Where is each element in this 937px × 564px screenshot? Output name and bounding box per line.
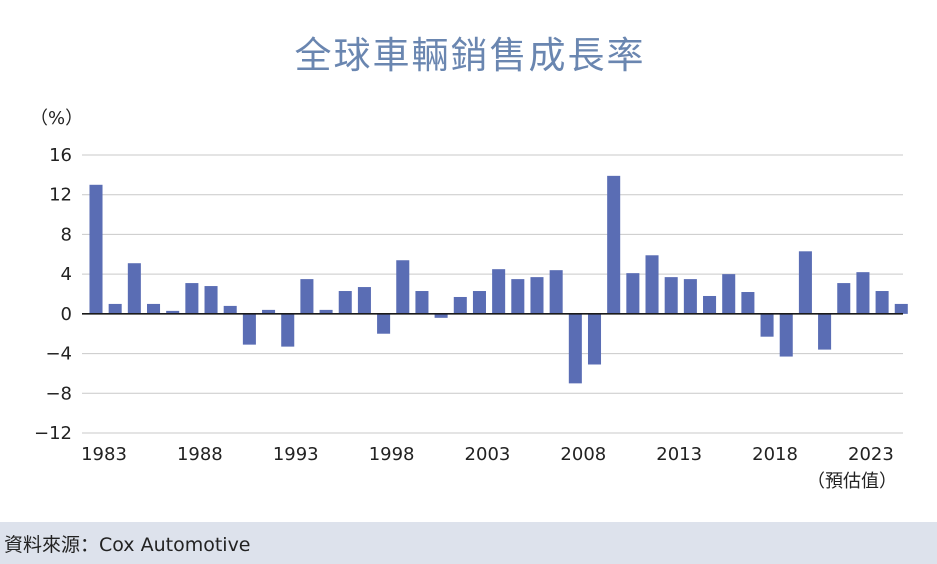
source-text: 資料來源：Cox Automotive <box>4 533 251 556</box>
bar-2004 <box>492 269 506 314</box>
bar-2006 <box>530 277 544 314</box>
x-tick-label: 2003 <box>465 444 511 465</box>
source-note: 資料來源：Cox Automotive <box>0 522 937 564</box>
bar-1985 <box>127 263 141 314</box>
bar-2005 <box>511 279 525 314</box>
bar-2011 <box>626 273 640 314</box>
y-tick-label: −4 <box>45 344 72 365</box>
bar-2008 <box>568 313 582 384</box>
x-tick-label: 2023 <box>848 444 894 465</box>
x-tick-label: 1993 <box>273 444 319 465</box>
bar-2007 <box>549 270 563 314</box>
bar-2013 <box>664 277 678 314</box>
bar-2002 <box>453 296 467 314</box>
bar-2025 <box>894 303 908 314</box>
bar-1984 <box>108 303 122 314</box>
y-tick-label: 0 <box>61 304 72 325</box>
bar-chart: 全球車輛銷售成長率 （%） 16 12 8 4 0 −4 −8 −12 1983 1988 199… <box>30 34 908 492</box>
bar-1993 <box>281 313 295 347</box>
bar-2018 <box>760 313 774 337</box>
bar-2022 <box>837 283 851 314</box>
y-tick-label: 12 <box>49 185 72 206</box>
x-tick-label: 1998 <box>369 444 415 465</box>
bar-2015 <box>703 295 717 314</box>
y-tick-label: 4 <box>61 264 72 285</box>
y-tick-label: 16 <box>49 145 72 166</box>
bar-1991 <box>242 313 256 345</box>
bar-1986 <box>147 303 161 314</box>
bar-1998 <box>377 313 391 334</box>
chart-svg: 全球車輛銷售成長率 （%） 16 12 8 4 0 −4 −8 −12 1983 1988 199… <box>30 34 908 492</box>
bar-2000 <box>415 291 429 314</box>
bar-1989 <box>204 286 218 314</box>
bar-2019 <box>779 313 793 357</box>
bar-2010 <box>607 175 621 314</box>
bar-2021 <box>818 313 832 350</box>
bar-1992 <box>262 309 276 314</box>
bar-1983 <box>89 184 103 314</box>
bar-2023 <box>856 272 870 314</box>
y-tick-label: −8 <box>45 383 72 404</box>
bar-2012 <box>645 255 659 314</box>
bar-2001 <box>434 313 448 318</box>
bar-2014 <box>683 279 697 314</box>
y-tick-label: −12 <box>34 423 72 444</box>
bar-1990 <box>223 305 237 314</box>
bar-1997 <box>357 287 371 314</box>
bar-1996 <box>338 291 352 314</box>
bar-1994 <box>300 279 314 314</box>
bar-1995 <box>319 309 333 314</box>
chart-title: 全球車輛銷售成長率 <box>295 34 646 77</box>
bar-2016 <box>722 274 736 314</box>
bar-1999 <box>396 260 410 314</box>
bar-2009 <box>587 313 602 365</box>
bar-2017 <box>741 292 755 314</box>
x-tick-label: 2008 <box>560 444 606 465</box>
x-tick-label: 2013 <box>656 444 702 465</box>
x-tick-label: 1988 <box>177 444 223 465</box>
bar-1987 <box>166 310 180 314</box>
bar-2003 <box>472 291 486 314</box>
bar-1988 <box>185 283 199 314</box>
x-tick-label: 1983 <box>81 444 127 465</box>
forecast-note: （預估值） <box>807 471 897 492</box>
y-tick-label: 8 <box>61 224 72 245</box>
y-axis-unit: （%） <box>30 108 83 129</box>
bar-2020 <box>798 251 812 314</box>
bar-2024 <box>875 291 889 314</box>
x-tick-label: 2018 <box>752 444 798 465</box>
